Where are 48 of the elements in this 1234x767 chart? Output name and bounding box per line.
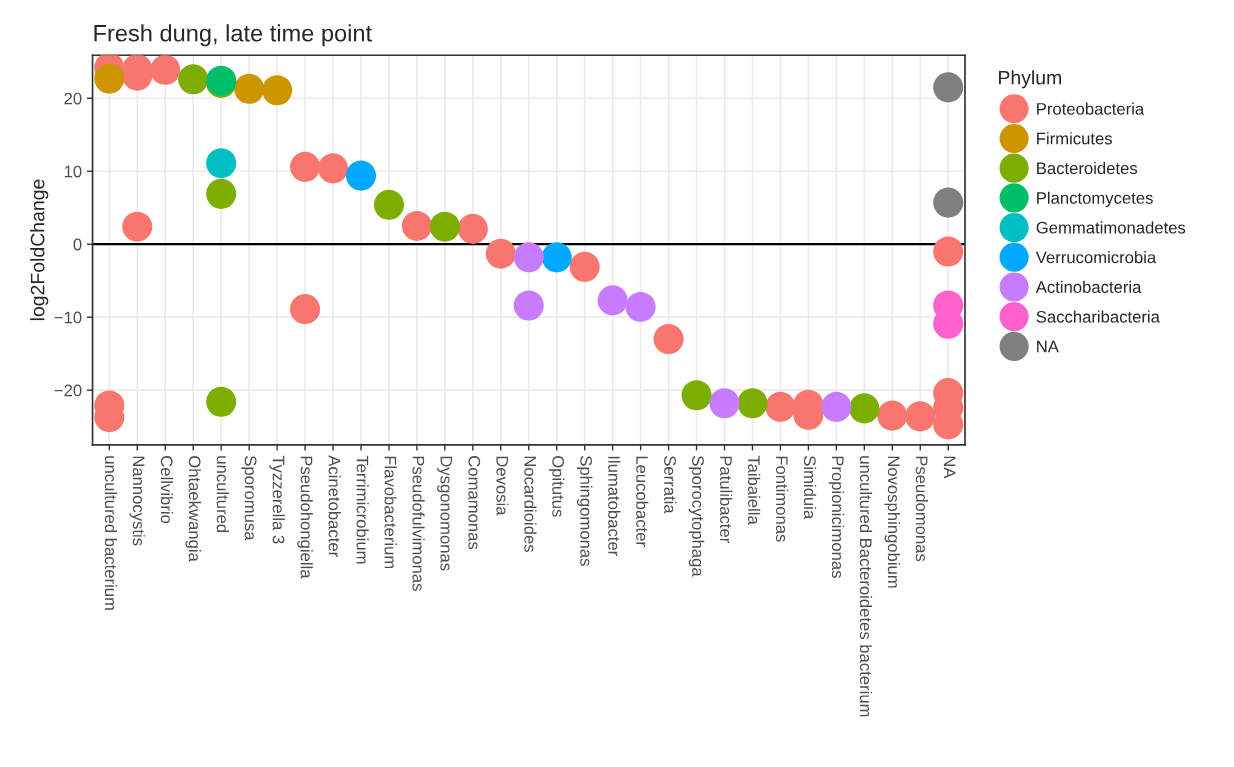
x-tick-label: Ohtaekwangia [185, 456, 201, 562]
x-tick-label: Flavobacterium [384, 456, 397, 569]
x-tick-label: Nannocystis [129, 456, 146, 546]
x-tick-label: Devosia [496, 456, 509, 516]
x-tick-label: Comamonas [468, 456, 481, 550]
x-tick-label: Patulibacter [720, 456, 733, 544]
legend-label: Saccharibacteria [1036, 310, 1160, 323]
x-tick-label: NA [943, 456, 956, 479]
x-tick-label: uncultured bacterium [104, 456, 118, 610]
x-tick-label: Cellvibrio [160, 456, 174, 524]
legend-label: Gemmatimonadetes [1036, 221, 1186, 234]
x-tick-label: Novosphingobium [884, 456, 901, 588]
legend-label: Actinobacteria [1035, 280, 1142, 293]
y-tick-label: −20 [54, 384, 82, 397]
x-tick-label: Ilumatobacter [608, 456, 621, 556]
legend-label: Planctomycetes [1037, 191, 1153, 208]
legend-label: Proteobacteria [1037, 102, 1145, 115]
legend-label: Firmicutes [1037, 132, 1113, 145]
x-tick-label: uncultured [216, 456, 229, 533]
x-tick-label: Serratia [664, 456, 677, 514]
x-tick-label: Nocardioides [524, 456, 537, 552]
y-tick-label: 0 [73, 238, 82, 251]
chart-title: Fresh dung, late time point [94, 24, 372, 47]
y-tick-label: 10 [64, 165, 82, 178]
x-tick-label: Taibaiella [748, 455, 761, 525]
x-tick-label: Terrimicrobium [356, 455, 369, 564]
x-tick-label: Pseudofulvimonas [412, 456, 425, 591]
x-tick-label: Leucobacter [636, 456, 649, 547]
x-tick-label: Sporomusa [241, 456, 257, 541]
x-tick-label: Simiduia [803, 456, 817, 520]
x-tick-label: Opitutus [548, 456, 565, 517]
legend-label: Bacteroidetes [1037, 161, 1138, 175]
x-tick-label: Pseudohongiella [297, 456, 313, 579]
x-tick-label: Dysgonomonas [437, 456, 453, 571]
y-tick-label: 20 [64, 92, 82, 105]
x-tick-label: Propionicimonas [828, 456, 845, 578]
x-tick-label: Tyzzerella 3 [269, 455, 285, 544]
legend-title: Phylum [999, 70, 1061, 89]
x-tick-label: uncultured Bacteroidetes bacterium [859, 456, 873, 717]
legend-label: NA [1037, 340, 1059, 353]
x-tick-label: Acinetobacter [328, 455, 341, 557]
x-tick-label: Sphingomonas [576, 456, 593, 566]
x-tick-label: Sporocytophaga [688, 456, 705, 577]
x-tick-label: Pseudomonas [915, 456, 929, 562]
y-tick-label: −10 [54, 311, 82, 324]
x-tick-label: Fontimonas [775, 456, 789, 542]
y-axis-title: log2FoldChange [30, 179, 49, 321]
legend-label: Verrucomicrobia [1035, 251, 1157, 264]
